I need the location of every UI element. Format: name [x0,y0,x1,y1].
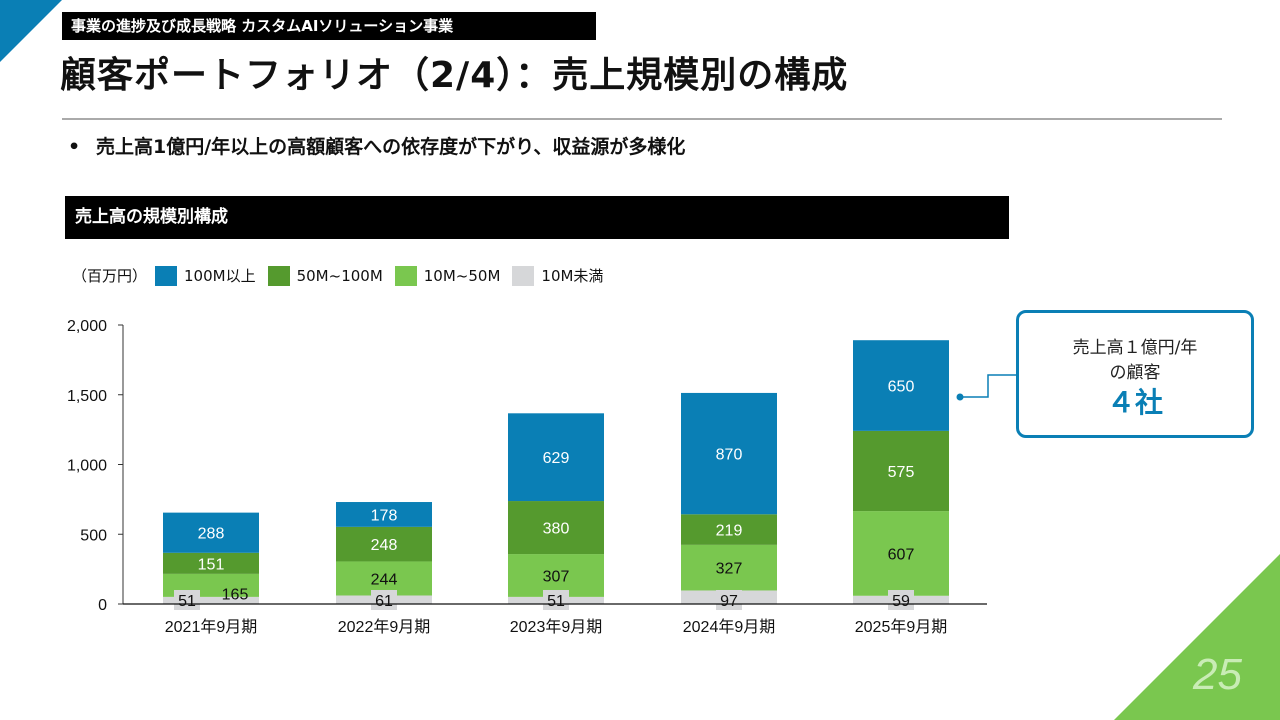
legend-item: 10M未満 [512,265,603,286]
y-tick-label: 500 [80,527,107,544]
data-label: 650 [888,379,915,396]
y-tick-label: 0 [98,597,107,614]
data-label: 61 [375,593,393,610]
corner-decoration-bottom-right [1114,554,1280,720]
callout-connector-dot [956,393,964,401]
data-label: 288 [198,526,225,543]
bar-segment [508,413,604,502]
y-tick-label: 1,500 [67,388,107,405]
bar-segment [163,552,259,574]
x-tick-label: 2023年9月期 [510,618,603,636]
bar-segment [163,596,259,604]
data-label-background [371,590,397,610]
bar-segment [163,512,259,553]
legend-label: 50M~100M [296,266,383,285]
data-label: 327 [716,561,743,578]
legend-swatch [155,265,178,286]
bullet-text: 売上高1億円/年以上の高額顧客への依存度が下がり、収益源が多様化 [96,136,686,158]
y-tick-label: 2,000 [67,318,107,335]
data-label: 629 [543,450,570,467]
bar-segment [853,430,949,512]
x-tick-label: 2025年9月期 [855,618,948,636]
legend-swatch [512,265,535,286]
legend-label: 10M~50M [423,266,501,285]
x-tick-label: 2022年9月期 [338,618,431,636]
data-label: 59 [892,593,910,610]
callout-value: ４社 [1106,386,1163,419]
data-label: 380 [543,521,570,538]
data-label: 165 [222,586,249,603]
bar-segment [681,544,777,591]
data-label: 51 [178,593,196,610]
data-label: 97 [720,593,738,610]
data-label-background [888,590,914,610]
x-tick-label: 2024年9月期 [683,618,776,636]
data-label: 178 [371,507,398,524]
x-tick-label: 2021年9月期 [165,618,258,636]
section-label: 事業の進捗及び成長戦略 カスタムAIソリューション事業 [62,12,596,40]
legend-label: 10M未満 [541,267,604,285]
page-number: 25 [1193,650,1242,699]
data-label: 607 [888,546,915,563]
legend-swatch [394,265,417,286]
bar-segment [853,511,949,596]
data-label: 248 [371,537,398,554]
legend-item: 100M以上 [155,265,256,286]
bar-segment [336,526,432,562]
callout-connector [960,374,1016,398]
legend-item: 50M~100M [267,265,383,286]
callout-box: 売上高１億円/年 の顧客 ４社 [1016,310,1254,438]
data-label-background [543,590,569,610]
data-label: 244 [371,571,398,588]
bar-segment [681,392,777,515]
bar-segment [336,502,432,527]
callout-line2: の顧客 [1109,363,1161,383]
legend-label: 100M以上 [184,267,256,285]
bullet-marker: • [68,136,81,158]
data-label: 151 [198,556,225,573]
bar-segment [508,501,604,555]
bar-segment [681,514,777,545]
data-label: 870 [716,447,743,464]
data-label: 307 [543,568,570,585]
data-label: 219 [716,523,743,540]
data-label-background [174,590,200,610]
callout-line1: 売上高１億円/年 [1072,338,1198,358]
data-label: 575 [888,464,915,481]
data-label-background [716,590,742,610]
chart-legend: （百万円） 100M以上 50M~100M 10M~50M 10M未満 [72,265,615,286]
chart-header: 売上高の規模別構成 [65,196,1009,239]
bar-segment [336,561,432,596]
y-tick-label: 1,000 [67,458,107,475]
title-divider [62,118,1222,120]
bullet-point: • 売上高1億円/年以上の高額顧客への依存度が下がり、収益源が多様化 [68,132,685,159]
bar-segment [508,554,604,597]
corner-decoration-top-left [0,0,62,62]
data-label: 51 [547,593,565,610]
bar-segment [853,340,949,431]
unit-label: （百万円） [72,267,148,285]
page-title: 顧客ポートフォリオ（2/4）：売上規模別の構成 [60,55,849,96]
legend-item: 10M~50M [394,265,501,286]
legend-swatch [267,265,290,286]
